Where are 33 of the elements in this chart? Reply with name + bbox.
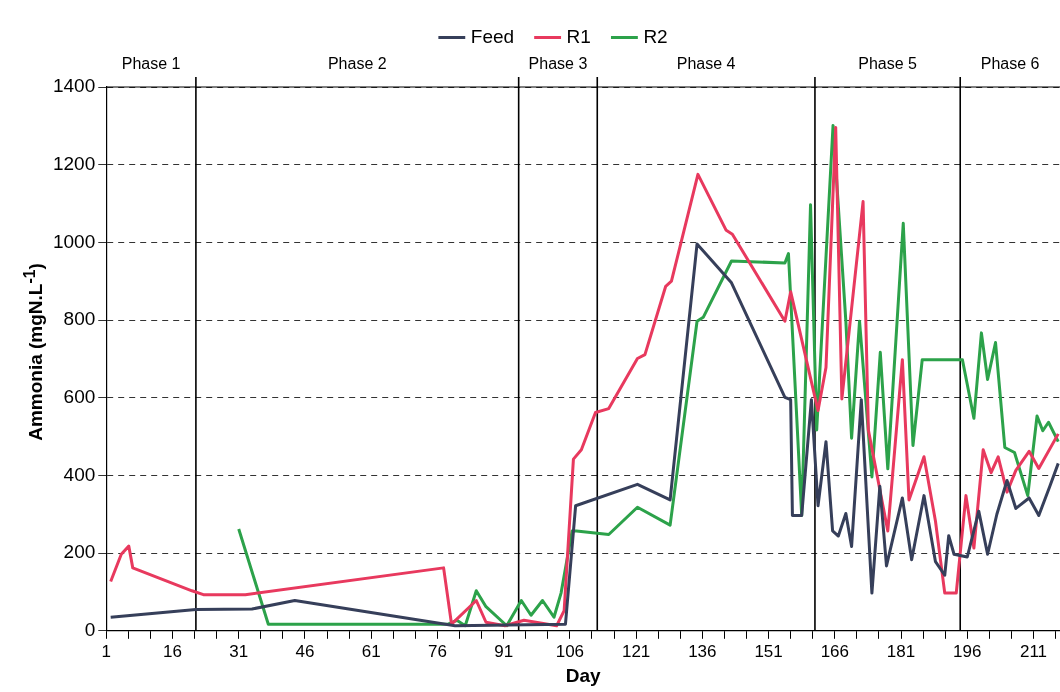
legend-label: R1: [566, 25, 591, 47]
x-tick-label: 46: [295, 641, 315, 661]
y-tick-label: 0: [84, 619, 96, 641]
x-tick-label: 91: [494, 641, 514, 661]
x-tick-label: 166: [820, 641, 849, 661]
x-tick-label: 151: [754, 641, 783, 661]
x-tick-label: 181: [886, 641, 916, 661]
text: Phase 3: [528, 55, 588, 73]
y-tick-label: 400: [63, 463, 96, 485]
x-tick-label: 136: [688, 641, 717, 661]
legend-label: Feed: [470, 25, 515, 47]
x-tick-label: 61: [361, 641, 381, 661]
x-axis-title: Day: [565, 664, 601, 686]
text: Phase 2: [327, 55, 387, 73]
text: Phase 6: [980, 55, 1040, 73]
y-tick-label: 1000: [52, 230, 96, 252]
legend-label: R2: [643, 25, 668, 47]
text: Phase 4: [676, 55, 736, 73]
x-tick-label: 211: [1019, 641, 1048, 661]
text: Phase 1: [121, 55, 181, 73]
y-tick-label: 1400: [52, 75, 96, 97]
x-tick-label: 76: [427, 641, 447, 661]
x-tick-label: 106: [555, 641, 585, 661]
y-tick-label: 800: [63, 308, 96, 330]
x-tick-label: 31: [229, 641, 249, 661]
text: Phase 5: [858, 55, 918, 73]
x-tick-label: 1: [101, 641, 111, 661]
x-tick-label: 196: [953, 641, 982, 661]
y-tick-label: 1200: [52, 152, 96, 174]
x-tick-label: 16: [163, 641, 182, 661]
y-tick-label: 600: [63, 385, 96, 407]
y-tick-label: 200: [63, 541, 96, 563]
x-tick-label: 121: [621, 641, 651, 661]
